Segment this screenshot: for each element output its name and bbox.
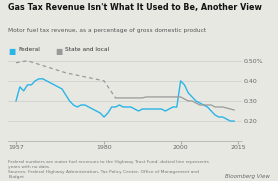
Text: ■: ■ — [8, 47, 16, 56]
Text: Gas Tax Revenue Isn't What It Used to Be, Another View: Gas Tax Revenue Isn't What It Used to Be… — [8, 3, 262, 12]
Text: Motor fuel tax revenue, as a percentage of gross domestic product: Motor fuel tax revenue, as a percentage … — [8, 28, 207, 33]
Text: Federal: Federal — [18, 47, 40, 52]
Text: State and local: State and local — [65, 47, 110, 52]
Text: Federal numbers are motor fuel revenues to the Highway Trust Fund; dotted line r: Federal numbers are motor fuel revenues … — [8, 160, 209, 179]
Text: ■: ■ — [56, 47, 63, 56]
Text: Bloomberg View: Bloomberg View — [225, 174, 270, 179]
